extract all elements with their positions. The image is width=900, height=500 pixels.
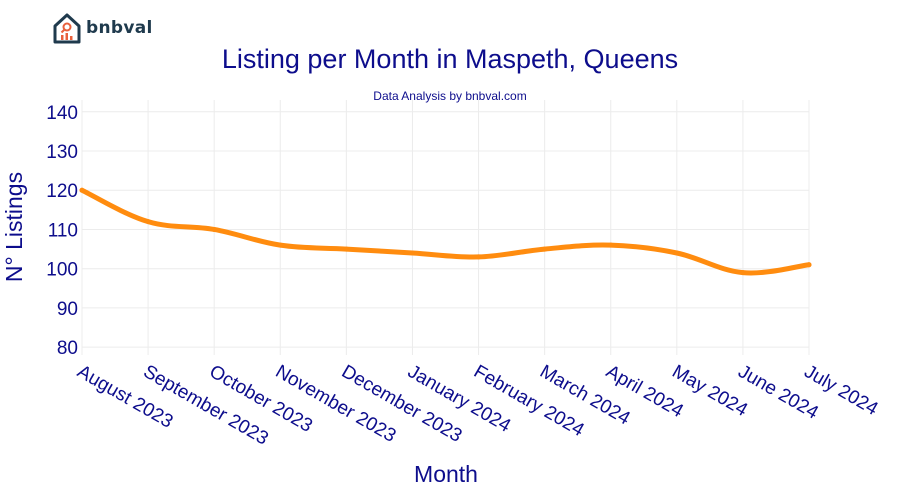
y-tick-label: 120 bbox=[46, 181, 78, 202]
data-point bbox=[277, 242, 283, 248]
data-point bbox=[806, 262, 812, 268]
data-point bbox=[211, 226, 217, 232]
data-point bbox=[608, 242, 614, 248]
data-point bbox=[343, 246, 349, 252]
data-point bbox=[740, 270, 746, 276]
y-tick-label: 140 bbox=[46, 103, 78, 124]
data-point bbox=[674, 250, 680, 256]
data-point bbox=[145, 219, 151, 225]
data-point bbox=[476, 254, 482, 260]
house-chart-icon bbox=[53, 13, 81, 44]
series-line bbox=[79, 187, 812, 276]
y-tick-label: 90 bbox=[57, 299, 78, 320]
y-axis-label: N° Listings bbox=[1, 172, 27, 282]
x-tick-label: February 2024 bbox=[470, 361, 588, 441]
brand-logo: bnbval bbox=[52, 12, 153, 44]
y-tick-label: 110 bbox=[48, 220, 78, 241]
data-point bbox=[79, 187, 85, 193]
data-point bbox=[409, 250, 415, 256]
y-tick-label: 80 bbox=[57, 338, 78, 359]
y-tick-label: 130 bbox=[46, 142, 78, 163]
x-axis-label: Month bbox=[414, 461, 478, 487]
y-tick-label: 100 bbox=[46, 260, 78, 281]
chart-title: Listing per Month in Maspeth, Queens bbox=[221, 44, 679, 74]
series-layer bbox=[79, 187, 812, 276]
brand-name: bnbval bbox=[86, 18, 153, 38]
chart-subtitle: Data Analysis by bnbval.com bbox=[373, 89, 527, 103]
data-point bbox=[542, 246, 548, 252]
y-axis: 80 90 100 110 120 130 140 bbox=[46, 103, 78, 359]
